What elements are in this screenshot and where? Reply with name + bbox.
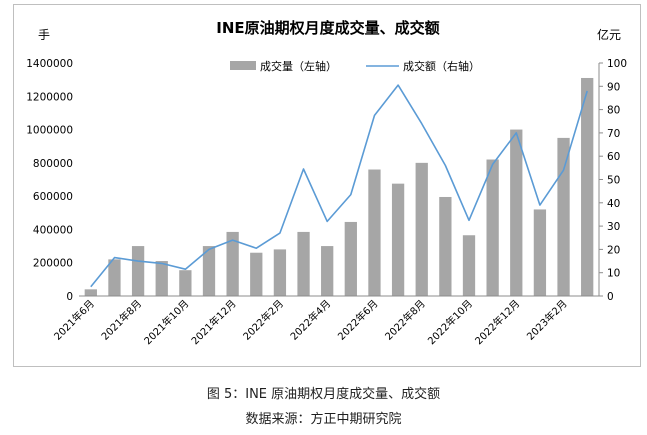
volume-bar bbox=[321, 246, 334, 296]
legend-swatch-volume bbox=[230, 61, 256, 70]
left-tick-label: 1400000 bbox=[26, 58, 73, 70]
right-tick-label: 90 bbox=[607, 81, 620, 93]
turnover-line-layer bbox=[90, 84, 588, 288]
right-tick-label: 40 bbox=[607, 198, 620, 210]
volume-bar bbox=[510, 129, 523, 296]
volume-bar bbox=[557, 137, 570, 296]
x-tick-label: 2021年12月 bbox=[188, 297, 238, 347]
right-tick-label: 10 bbox=[607, 268, 620, 280]
right-tick-label: 60 bbox=[607, 151, 620, 163]
right-tick-label: 30 bbox=[607, 221, 620, 233]
left-tick-label: 400000 bbox=[33, 224, 73, 236]
volume-bar bbox=[273, 249, 287, 296]
left-tick-label: 1000000 bbox=[26, 125, 73, 137]
x-tick-label: 2022年10月 bbox=[425, 297, 475, 347]
axes bbox=[79, 63, 600, 297]
x-tick-label: 2022年2月 bbox=[240, 297, 286, 343]
x-tick-label: 2022年8月 bbox=[382, 297, 428, 343]
volume-bar bbox=[533, 209, 547, 296]
left-tick-label: 1200000 bbox=[26, 91, 73, 103]
left-tick-label: 200000 bbox=[33, 258, 73, 270]
volume-bar bbox=[202, 246, 216, 296]
volume-bar bbox=[108, 259, 121, 296]
left-tick-label: 800000 bbox=[33, 158, 73, 170]
volume-bar bbox=[581, 77, 594, 296]
volume-bar bbox=[415, 162, 428, 296]
right-tick-label: 100 bbox=[607, 58, 627, 70]
right-tick-label: 70 bbox=[607, 128, 620, 140]
volume-bar bbox=[391, 183, 405, 296]
chart: INE原油期权月度成交量、成交额 手 亿元 成交量（左轴） 成交额（右轴） 02… bbox=[26, 19, 627, 347]
legend: 成交量（左轴） 成交额（右轴） bbox=[230, 59, 480, 73]
volume-bars bbox=[84, 77, 594, 296]
volume-bar bbox=[462, 235, 476, 296]
right-tick-label: 0 bbox=[607, 291, 614, 303]
volume-bar bbox=[84, 289, 97, 296]
right-tick-label: 20 bbox=[607, 244, 620, 256]
right-axis-ticks: 0 10 20 30 40 50 60 70 80 90 100 bbox=[599, 58, 627, 303]
volume-bar bbox=[226, 231, 239, 296]
volume-bar bbox=[344, 221, 357, 296]
x-tick-label: 2021年6月 bbox=[51, 297, 97, 343]
right-tick-label: 50 bbox=[607, 175, 620, 187]
x-tick-label: 2021年10月 bbox=[141, 297, 191, 347]
volume-bar bbox=[439, 196, 452, 296]
volume-bar bbox=[250, 252, 263, 296]
volume-bar bbox=[297, 231, 310, 296]
left-tick-label: 0 bbox=[66, 291, 73, 303]
volume-bar bbox=[368, 169, 381, 296]
x-tick-label: 2022年4月 bbox=[287, 297, 333, 343]
figure-caption: 图 5：INE 原油期权月度成交量、成交额 bbox=[206, 387, 441, 402]
volume-bar bbox=[486, 159, 499, 296]
x-tick-label: 2021年8月 bbox=[98, 297, 144, 343]
x-tick-label: 2022年12月 bbox=[472, 297, 522, 347]
right-axis-unit: 亿元 bbox=[597, 27, 621, 42]
right-tick-label: 80 bbox=[607, 105, 620, 117]
left-tick-label: 600000 bbox=[33, 191, 73, 203]
volume-bar bbox=[131, 246, 145, 296]
left-axis-ticks: 0 200000 400000 600000 800000 1000000 1200000 1… bbox=[26, 58, 73, 303]
volume-bar bbox=[155, 261, 168, 296]
left-axis-unit: 手 bbox=[38, 28, 50, 42]
x-tick-label: 2022年6月 bbox=[335, 297, 381, 343]
legend-label-volume: 成交量（左轴） bbox=[260, 59, 337, 73]
turnover-line bbox=[90, 84, 588, 288]
legend-label-turnover: 成交额（右轴） bbox=[403, 59, 480, 73]
x-tick-label: 2023年2月 bbox=[524, 297, 570, 343]
chart-title: INE原油期权月度成交量、成交额 bbox=[216, 19, 439, 37]
figure-source: 数据来源：方正中期研究院 bbox=[245, 412, 402, 427]
volume-bar bbox=[179, 270, 192, 296]
